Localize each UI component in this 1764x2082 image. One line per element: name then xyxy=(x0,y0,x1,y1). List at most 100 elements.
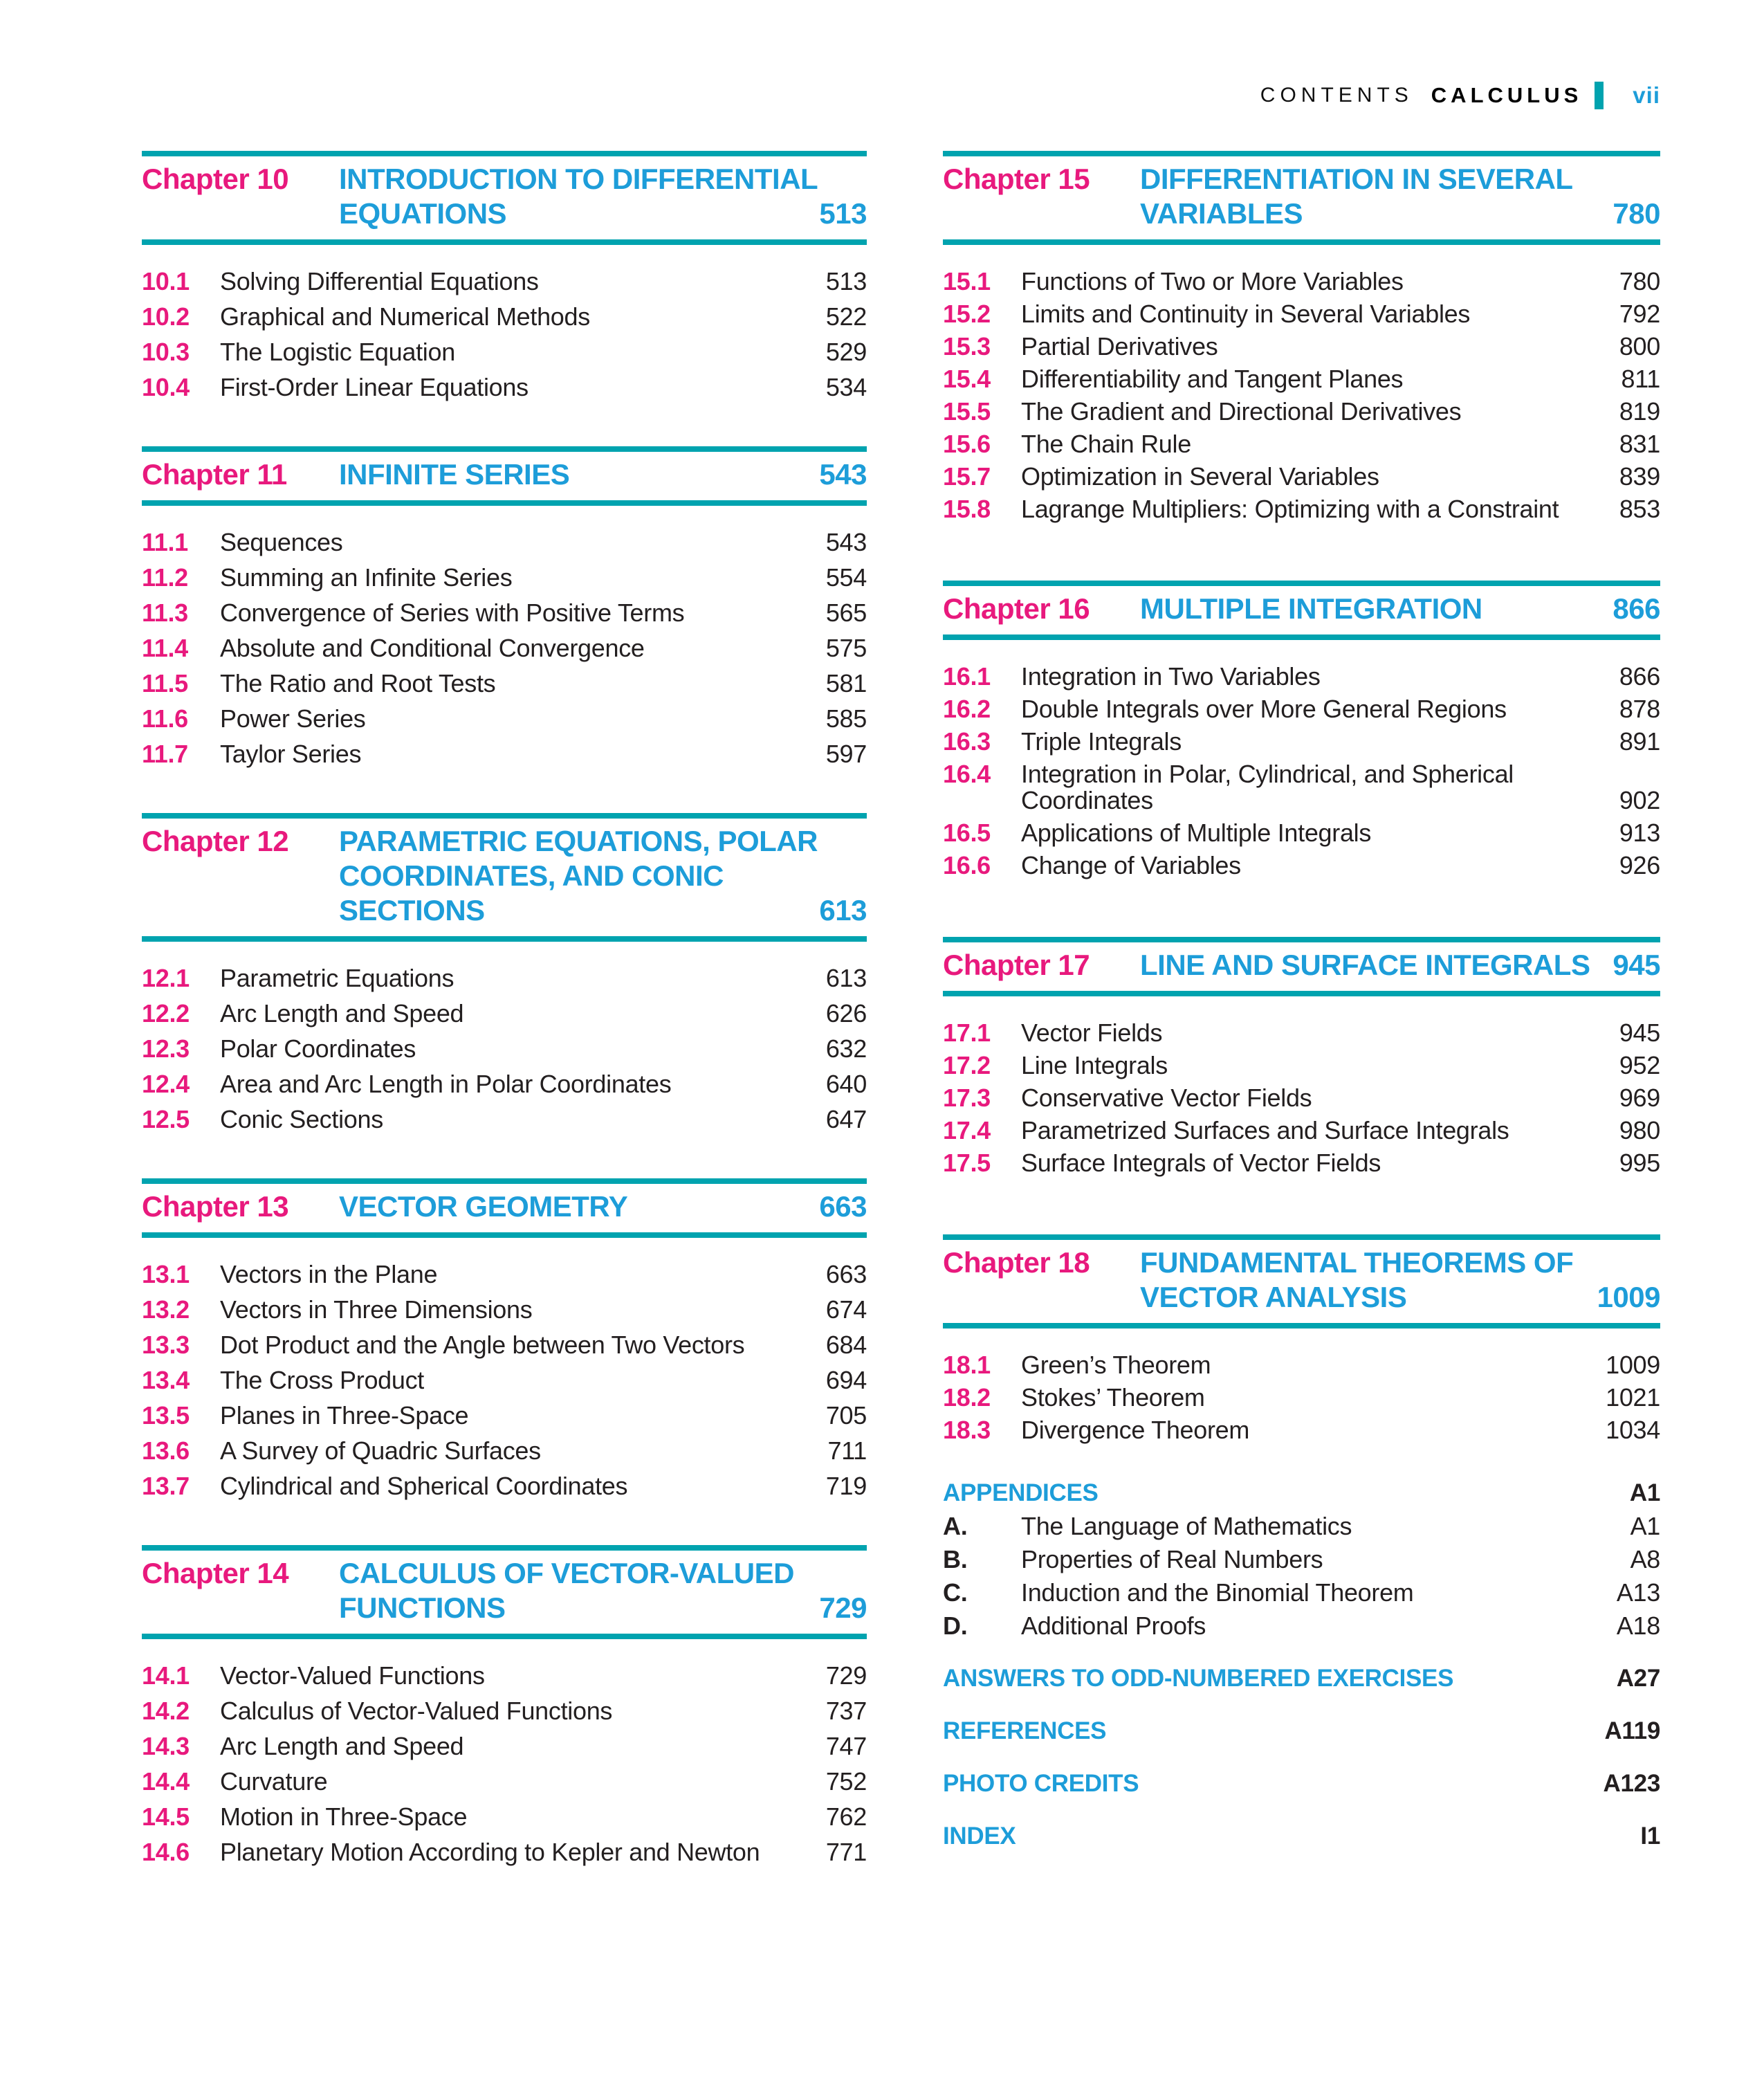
section-title-line: Functions of Two or More Variables 780 xyxy=(1021,268,1660,295)
section-number: 11.4 xyxy=(142,634,188,662)
back-matter-page-number: A1 xyxy=(1629,1479,1660,1506)
section-page-number: 811 xyxy=(1621,365,1661,393)
chapter-title-line: DIFFERENTIATION IN SEVERAL xyxy=(1140,162,1660,197)
toc-section-row: 14.3 Arc Length and Speed 747 xyxy=(142,1733,867,1760)
chapter-title-text: FUNDAMENTAL THEOREMS OF xyxy=(1140,1246,1574,1279)
toc-section-row: 18.1 Green’s Theorem 1009 xyxy=(943,1352,1660,1378)
section-title: Lagrange Multipliers: Optimizing with a … xyxy=(1021,495,1559,523)
chapter-rule-bottom xyxy=(943,1323,1660,1328)
chapter-number: Chapter 17 xyxy=(943,949,1090,981)
toc-section-row: 14.1 Vector-Valued Functions 729 xyxy=(142,1663,867,1689)
toc-section-row: 12.2 Arc Length and Speed 626 xyxy=(142,1001,867,1027)
chapter-rule-top xyxy=(142,151,867,156)
section-title-line: Parametric Equations 613 xyxy=(220,965,867,992)
running-head: CONTENTS CALCULUS vii xyxy=(1260,82,1660,109)
section-page-number: 719 xyxy=(825,1472,867,1500)
section-number: 12.3 xyxy=(142,1034,190,1063)
section-number: 11.1 xyxy=(142,528,188,556)
section-body: Integration in Polar, Cylindrical, and S… xyxy=(1021,761,1660,814)
section-list: 12.1 Parametric Equations 613 12.2 Arc L… xyxy=(142,965,867,1133)
section-page-number: 543 xyxy=(825,528,867,556)
section-page-number: 926 xyxy=(1619,851,1660,879)
section-title: The Logistic Equation xyxy=(220,338,455,366)
section-title: The Gradient and Directional Derivatives xyxy=(1021,397,1462,426)
section-page-number: 663 xyxy=(825,1260,867,1288)
section-body: Triple Integrals 891 xyxy=(1021,729,1660,755)
section-title-line: Area and Arc Length in Polar Coordinates… xyxy=(220,1071,867,1097)
section-title: The Cross Product xyxy=(220,1366,425,1394)
chapter-block: Chapter 17 LINE AND SURFACE INTEGRALS 94… xyxy=(943,937,1660,1176)
chapter-block: Chapter 11 INFINITE SERIES 543 11.1 Sequ… xyxy=(142,446,867,767)
section-page-number: 853 xyxy=(1619,495,1660,523)
section-title-line: Taylor Series 597 xyxy=(220,741,867,767)
chapter-heading: Chapter 13 VECTOR GEOMETRY 663 xyxy=(142,1184,867,1232)
section-title: Vector Fields xyxy=(1021,1019,1163,1047)
section-page-number: 839 xyxy=(1619,462,1660,491)
chapter-number: Chapter 12 xyxy=(142,825,289,857)
section-title-line: Polar Coordinates 632 xyxy=(220,1036,867,1062)
section-number: 15.1 xyxy=(943,267,991,295)
toc-section-row: 16.1 Integration in Two Variables 866 xyxy=(943,664,1660,690)
section-number: 11.2 xyxy=(142,563,188,592)
chapter-block: Chapter 15 DIFFERENTIATION IN SEVERAL VA… xyxy=(943,151,1660,522)
section-title: Arc Length and Speed xyxy=(220,1732,464,1760)
section-number: 14.2 xyxy=(142,1697,190,1725)
toc-section-row: 15.2 Limits and Continuity in Several Va… xyxy=(943,301,1660,327)
appendix-body: Properties of Real Numbers A8 xyxy=(1021,1543,1660,1576)
section-body: Double Integrals over More General Regio… xyxy=(1021,696,1660,722)
section-title-line: Change of Variables 926 xyxy=(1021,852,1660,879)
chapter-page-number: 543 xyxy=(819,458,867,491)
chapter-title-line: VECTOR ANALYSIS 1009 xyxy=(1140,1280,1661,1315)
section-title: Partial Derivatives xyxy=(1021,332,1218,360)
chapter-number: Chapter 16 xyxy=(943,592,1090,625)
section-title: Vector-Valued Functions xyxy=(220,1661,485,1690)
section-title: Stokes’ Theorem xyxy=(1021,1383,1205,1412)
chapter-heading: Chapter 18 FUNDAMENTAL THEOREMS OF VECTO… xyxy=(943,1240,1661,1323)
chapter-title: VECTOR GEOMETRY 663 xyxy=(339,1189,867,1224)
section-page-number: 575 xyxy=(825,634,867,662)
section-list: 18.1 Green’s Theorem 1009 18.2 Stokes’ T… xyxy=(943,1352,1660,1443)
section-number: 13.7 xyxy=(142,1472,190,1500)
section-number: 16.2 xyxy=(943,695,991,723)
section-number: 11.5 xyxy=(142,669,188,697)
toc-section-row: 18.2 Stokes’ Theorem 1021 xyxy=(943,1385,1660,1411)
toc-section-row: 10.3 The Logistic Equation 529 xyxy=(142,339,867,365)
toc-section-row: 10.1 Solving Differential Equations 513 xyxy=(142,268,867,295)
section-page-number: 1021 xyxy=(1606,1383,1660,1412)
appendix-letter: A. xyxy=(943,1512,968,1540)
chapter-title: PARAMETRIC EQUATIONS, POLAR COORDINATES,… xyxy=(339,824,867,928)
appendix-letter: C. xyxy=(943,1578,968,1607)
chapter-title: MULTIPLE INTEGRATION 866 xyxy=(1140,592,1660,626)
chapter-title-line: SECTIONS 613 xyxy=(339,893,867,928)
section-list: 10.1 Solving Differential Equations 513 … xyxy=(142,268,867,401)
section-title-line: The Ratio and Root Tests 581 xyxy=(220,670,867,697)
section-title: Graphical and Numerical Methods xyxy=(220,302,590,331)
toc-section-row: 10.2 Graphical and Numerical Methods 522 xyxy=(142,304,867,330)
section-title-line: Convergence of Series with Positive Term… xyxy=(220,600,867,626)
back-matter-heading: APPENDICES A1 xyxy=(943,1477,1660,1510)
section-body: Arc Length and Speed 626 xyxy=(220,1001,867,1027)
section-title: Arc Length and Speed xyxy=(220,999,464,1028)
toc-section-row: 12.5 Conic Sections 647 xyxy=(142,1106,867,1133)
chapter-title: DIFFERENTIATION IN SEVERAL VARIABLES 780 xyxy=(1140,162,1660,231)
section-title-line: Green’s Theorem 1009 xyxy=(1021,1352,1660,1378)
section-body: Integration in Two Variables 866 xyxy=(1021,664,1660,690)
section-number: 15.5 xyxy=(943,397,991,426)
appendix-row: B. Properties of Real Numbers A8 xyxy=(943,1543,1660,1576)
section-title-line: Stokes’ Theorem 1021 xyxy=(1021,1385,1660,1411)
chapter-block: Chapter 12 PARAMETRIC EQUATIONS, POLAR C… xyxy=(142,813,867,1133)
toc-section-row: 16.5 Applications of Multiple Integrals … xyxy=(943,820,1660,846)
appendix-page-number: A18 xyxy=(1616,1611,1660,1640)
section-list: 13.1 Vectors in the Plane 663 13.2 Vecto… xyxy=(142,1261,867,1499)
chapter-title: CALCULUS OF VECTOR-VALUED FUNCTIONS 729 xyxy=(339,1556,867,1625)
section-number: 15.6 xyxy=(943,430,991,458)
section-number: 17.1 xyxy=(943,1019,991,1047)
section-number: 10.1 xyxy=(142,267,190,295)
section-list: 16.1 Integration in Two Variables 866 16… xyxy=(943,664,1660,879)
chapter-title-line: CALCULUS OF VECTOR-VALUED xyxy=(339,1556,867,1591)
section-body: First-Order Linear Equations 534 xyxy=(220,374,867,401)
section-title: Sequences xyxy=(220,528,343,556)
section-title-line: Arc Length and Speed 626 xyxy=(220,1001,867,1027)
section-title: Conic Sections xyxy=(220,1105,383,1133)
chapter-page-number: 945 xyxy=(1613,949,1660,981)
